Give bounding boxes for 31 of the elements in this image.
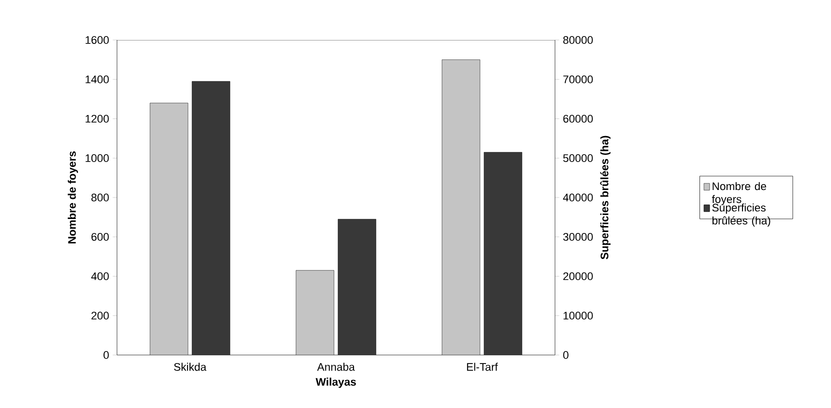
bar bbox=[442, 60, 480, 355]
y2-tick-label: 70000 bbox=[563, 76, 593, 84]
x-tick-label: Annaba bbox=[317, 362, 355, 371]
y2-axis-title: Superficies brûlées (ha) bbox=[600, 136, 611, 260]
bar bbox=[338, 219, 376, 355]
y-tick-label: 1000 bbox=[86, 154, 109, 162]
bar bbox=[484, 152, 522, 355]
y-tick-label: 1600 bbox=[86, 36, 109, 44]
y2-tick-label: 50000 bbox=[563, 154, 593, 162]
y2-tick-label: 0 bbox=[563, 351, 568, 359]
x-axis-title: Wilayas bbox=[316, 378, 356, 388]
y-tick-label: 1400 bbox=[86, 76, 109, 84]
y-tick-label: 400 bbox=[91, 272, 109, 280]
x-tick-label: Skikda bbox=[174, 362, 206, 371]
bar bbox=[150, 102, 188, 355]
y2-tick-label: 20000 bbox=[563, 272, 593, 280]
x-tick-label: El-Tarf bbox=[467, 362, 498, 371]
y-tick-label: 1200 bbox=[86, 114, 109, 123]
y-tick-label: 600 bbox=[92, 233, 109, 241]
y-tick-label: 800 bbox=[91, 194, 109, 202]
legend-label: Superficies brûlées (ha) bbox=[712, 203, 770, 227]
y2-tick-label: 80000 bbox=[563, 36, 593, 44]
y2-tick-label: 60000 bbox=[563, 114, 593, 123]
y2-tick-label: 40000 bbox=[563, 194, 593, 202]
y2-tick-label: 30000 bbox=[563, 233, 593, 241]
y-axis-title: Nombre de foyers bbox=[68, 151, 78, 244]
y-tick-label: 200 bbox=[91, 312, 109, 320]
y-tick-label: 0 bbox=[104, 351, 109, 359]
bar bbox=[192, 81, 230, 355]
y2-tick-label: 10000 bbox=[564, 312, 593, 320]
bar bbox=[296, 270, 334, 355]
